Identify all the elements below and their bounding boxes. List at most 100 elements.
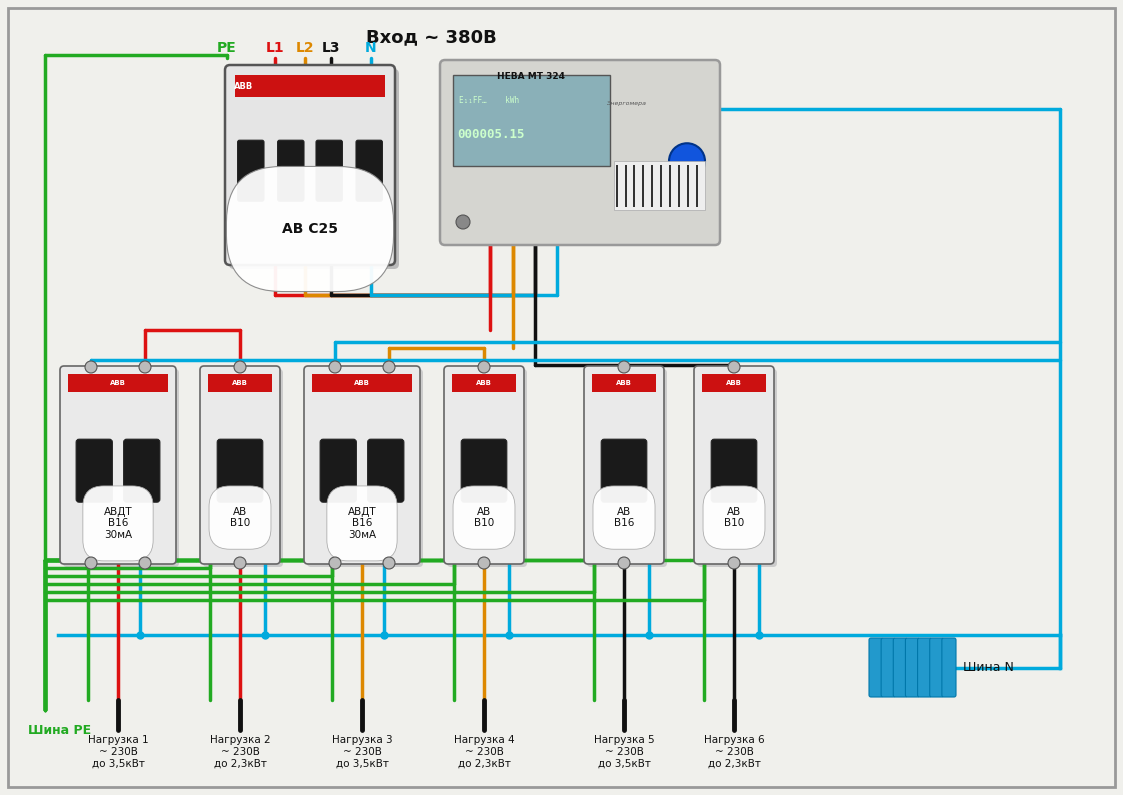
Bar xyxy=(687,165,690,207)
Circle shape xyxy=(85,361,97,373)
Text: ABB: ABB xyxy=(110,380,126,386)
FancyBboxPatch shape xyxy=(367,439,404,502)
Text: Нагрузка 3
~ 230В
до 3,5кВт: Нагрузка 3 ~ 230В до 3,5кВт xyxy=(331,735,392,768)
Text: ABB: ABB xyxy=(354,380,369,386)
FancyBboxPatch shape xyxy=(225,65,395,265)
Circle shape xyxy=(139,557,150,569)
Circle shape xyxy=(329,557,341,569)
FancyBboxPatch shape xyxy=(584,366,664,564)
Circle shape xyxy=(329,361,341,373)
Circle shape xyxy=(234,361,246,373)
FancyBboxPatch shape xyxy=(694,366,774,564)
Text: ABB: ABB xyxy=(232,380,248,386)
FancyBboxPatch shape xyxy=(882,638,895,697)
FancyBboxPatch shape xyxy=(444,366,524,564)
Text: Шина N: Шина N xyxy=(964,661,1014,674)
Text: L1: L1 xyxy=(265,41,284,55)
Text: АВДТ
В16
30мА: АВДТ В16 30мА xyxy=(103,506,133,540)
Bar xyxy=(615,165,618,207)
Text: N: N xyxy=(365,41,376,55)
Text: АВ С25: АВ С25 xyxy=(282,222,338,236)
Text: ABB: ABB xyxy=(727,380,742,386)
Circle shape xyxy=(85,557,97,569)
Circle shape xyxy=(139,361,150,373)
FancyBboxPatch shape xyxy=(869,638,883,697)
Circle shape xyxy=(456,215,471,229)
Text: АВ
В10: АВ В10 xyxy=(230,506,250,529)
FancyBboxPatch shape xyxy=(316,140,343,201)
Text: ABB: ABB xyxy=(617,380,632,386)
Text: Вход ~ 380В: Вход ~ 380В xyxy=(366,28,496,46)
FancyBboxPatch shape xyxy=(217,439,263,502)
Text: Нагрузка 6
~ 230В
до 2,3кВт: Нагрузка 6 ~ 230В до 2,3кВт xyxy=(704,735,765,768)
FancyBboxPatch shape xyxy=(200,366,280,564)
FancyBboxPatch shape xyxy=(356,140,383,201)
Bar xyxy=(451,374,515,392)
Bar xyxy=(235,75,385,97)
Circle shape xyxy=(728,557,740,569)
FancyBboxPatch shape xyxy=(203,369,283,567)
FancyBboxPatch shape xyxy=(304,366,420,564)
FancyBboxPatch shape xyxy=(462,439,506,502)
Text: АВ
В16: АВ В16 xyxy=(614,506,634,529)
Text: Энергомера: Энергомера xyxy=(605,101,646,106)
FancyBboxPatch shape xyxy=(711,439,757,502)
FancyBboxPatch shape xyxy=(601,439,647,502)
Text: ABB: ABB xyxy=(235,82,254,91)
Circle shape xyxy=(383,361,395,373)
Bar xyxy=(453,75,610,166)
FancyBboxPatch shape xyxy=(229,69,399,269)
FancyBboxPatch shape xyxy=(917,638,932,697)
Text: АВ
В10: АВ В10 xyxy=(724,506,745,529)
Text: Шина PE: Шина PE xyxy=(28,723,91,736)
FancyBboxPatch shape xyxy=(60,366,176,564)
Bar xyxy=(633,165,636,207)
Bar xyxy=(613,161,705,210)
Bar xyxy=(651,165,654,207)
Bar xyxy=(669,165,672,207)
Bar xyxy=(312,374,412,392)
Circle shape xyxy=(728,361,740,373)
FancyBboxPatch shape xyxy=(942,638,956,697)
Text: E₁₁FF…    kWh: E₁₁FF… kWh xyxy=(459,96,519,105)
FancyBboxPatch shape xyxy=(63,369,179,567)
FancyBboxPatch shape xyxy=(587,369,667,567)
Circle shape xyxy=(383,557,395,569)
FancyBboxPatch shape xyxy=(238,140,264,201)
Bar xyxy=(642,165,645,207)
Bar xyxy=(208,374,272,392)
FancyBboxPatch shape xyxy=(697,369,777,567)
Bar xyxy=(69,374,168,392)
FancyBboxPatch shape xyxy=(277,140,304,201)
FancyBboxPatch shape xyxy=(76,439,112,502)
Text: ABB: ABB xyxy=(476,380,492,386)
Circle shape xyxy=(478,557,490,569)
FancyBboxPatch shape xyxy=(320,439,356,502)
Circle shape xyxy=(669,143,705,179)
Text: L3: L3 xyxy=(321,41,340,55)
Circle shape xyxy=(234,557,246,569)
Circle shape xyxy=(478,361,490,373)
FancyBboxPatch shape xyxy=(905,638,920,697)
Bar xyxy=(702,374,766,392)
Circle shape xyxy=(618,557,630,569)
Text: Нагрузка 4
~ 230В
до 2,3кВт: Нагрузка 4 ~ 230В до 2,3кВт xyxy=(454,735,514,768)
Text: НЕВА МТ 324: НЕВА МТ 324 xyxy=(497,72,565,81)
FancyBboxPatch shape xyxy=(893,638,907,697)
FancyBboxPatch shape xyxy=(930,638,943,697)
Text: PE: PE xyxy=(217,41,237,55)
FancyBboxPatch shape xyxy=(124,439,159,502)
Bar xyxy=(624,165,627,207)
Bar xyxy=(678,165,681,207)
Text: L2: L2 xyxy=(295,41,314,55)
Text: 000005.15: 000005.15 xyxy=(457,128,524,141)
FancyBboxPatch shape xyxy=(447,369,527,567)
Text: Нагрузка 1
~ 230В
до 3,5кВт: Нагрузка 1 ~ 230В до 3,5кВт xyxy=(88,735,148,768)
Text: АВ
В10: АВ В10 xyxy=(474,506,494,529)
FancyBboxPatch shape xyxy=(307,369,423,567)
Bar xyxy=(592,374,656,392)
FancyBboxPatch shape xyxy=(440,60,720,245)
Bar xyxy=(696,165,699,207)
Circle shape xyxy=(618,361,630,373)
Text: Нагрузка 5
~ 230В
до 3,5кВт: Нагрузка 5 ~ 230В до 3,5кВт xyxy=(594,735,655,768)
